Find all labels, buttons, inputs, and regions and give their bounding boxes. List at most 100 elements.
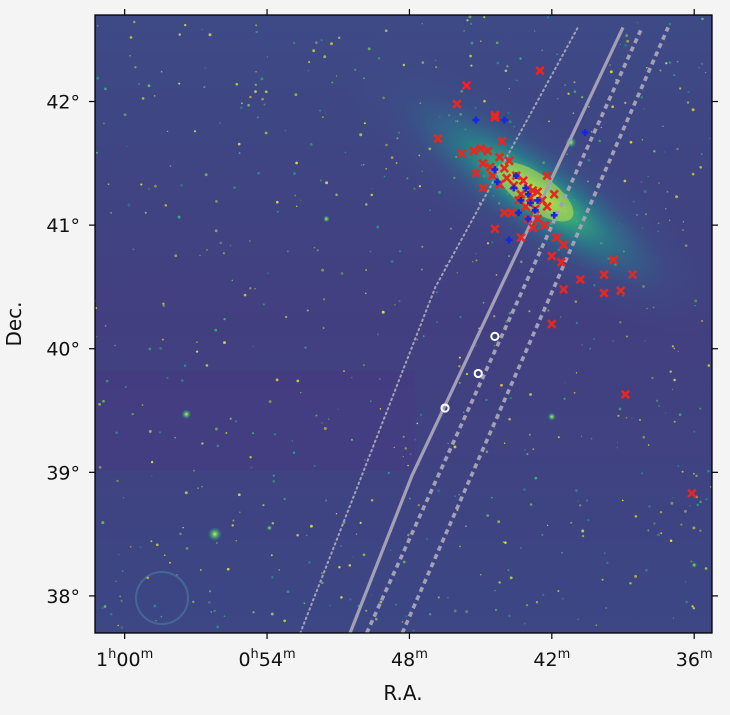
background-star [262,303,265,306]
background-star [657,533,660,537]
background-star [148,429,152,433]
background-star [516,79,518,82]
background-star [575,489,578,492]
background-star [503,442,506,444]
background-star [546,524,549,527]
background-star [486,514,490,517]
red-x-marker [558,284,569,295]
y-tick-label: 40° [46,339,80,361]
y-axis: 38° 39° 40° 41° 42° [46,92,718,608]
red-x-marker [539,220,550,230]
background-star [104,87,107,91]
background-star [180,183,184,187]
red-x-marker [499,208,510,218]
background-star [557,589,560,593]
background-star [304,346,307,349]
background-star [522,488,526,492]
background-star [573,81,576,84]
blue-plus-marker [581,129,589,136]
background-star [286,590,290,594]
background-star [306,309,309,312]
background-star [618,407,622,411]
background-star [223,341,226,345]
red-x-marker [490,112,500,123]
bright-source [547,412,557,421]
background-star [585,499,589,502]
background-star [132,248,135,251]
background-star [598,139,601,143]
red-x-marker [542,201,552,212]
background-star [104,325,107,327]
background-star [272,474,275,477]
background-star [643,108,645,110]
background-star [235,540,237,542]
background-star [264,131,268,135]
background-star [292,451,296,455]
background-star [362,364,365,367]
background-star [659,511,663,514]
background-star [365,269,367,271]
red-x-marker [687,488,697,499]
background-star [176,574,178,576]
background-star [676,60,679,63]
background-star [153,184,157,188]
red-x-marker [599,269,609,280]
background-star [155,619,157,622]
background-star [421,23,423,25]
background-star [616,447,618,449]
background-star [528,310,531,313]
background-star [207,600,211,604]
background-star [249,287,252,290]
background-star [663,151,666,153]
background-star [273,432,277,436]
bright-source [322,215,330,223]
background-star [283,619,287,623]
background-star [320,581,324,585]
background-star [407,533,410,537]
background-star [268,400,272,404]
background-star [131,412,134,416]
background-star [235,420,238,423]
background-star [147,187,151,190]
background-star [417,504,420,507]
background-star [459,315,462,319]
background-star [458,493,461,496]
background-star [665,412,667,414]
background-star [199,254,201,257]
background-star [343,370,345,373]
background-star [572,112,575,114]
background-star [201,485,203,488]
blue-plus-marker [522,184,530,192]
background-star [609,64,611,66]
background-star [158,431,162,434]
background-star [364,203,368,206]
background-star [185,547,189,550]
background-star [105,379,109,383]
background-star [696,503,699,507]
red-x-marker [487,170,498,181]
background-star [398,300,401,303]
background-star [261,97,264,101]
background-star [616,441,619,444]
background-star [693,430,696,433]
background-star [320,572,323,575]
background-star [127,203,131,207]
background-star [546,16,550,19]
background-star [699,407,702,410]
background-star [707,469,710,473]
blue-plus-marker [493,178,501,186]
red-x-marker [490,224,500,234]
background-star [129,36,133,39]
background-star [216,625,219,629]
background-star [327,418,330,420]
background-star [625,335,629,338]
background-star [340,271,344,275]
background-star [590,131,593,133]
background-star [238,152,241,155]
background-star [535,601,539,604]
background-star [454,495,456,497]
background-star [352,556,354,558]
background-star [547,309,550,312]
blue-plus-marker [472,116,480,124]
background-star [420,268,423,271]
